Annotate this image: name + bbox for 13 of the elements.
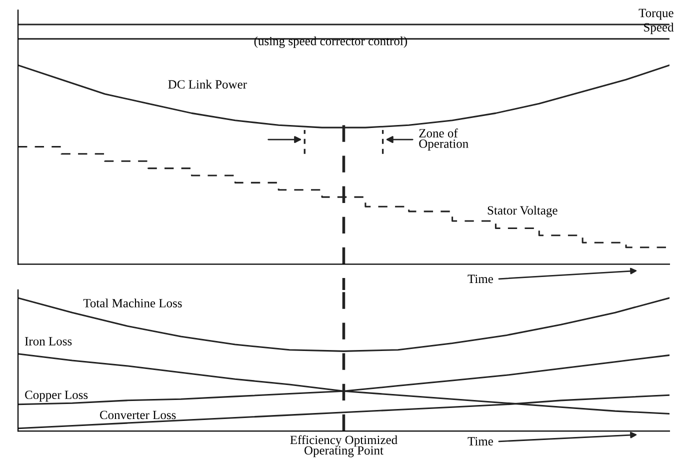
series-label: DC Link Power xyxy=(168,80,247,89)
series-label: Stator Voltage xyxy=(488,206,558,218)
x-axis-title: Time xyxy=(468,274,494,284)
series-label: Total Machine Loss xyxy=(83,298,182,308)
series-label: Torque xyxy=(638,8,674,20)
series-label: Iron Loss xyxy=(24,337,72,346)
text: Efficiency Optimized Operating Point xyxy=(290,435,398,458)
annotation: Zone of Operation xyxy=(419,128,468,150)
x-axis-title: Time xyxy=(468,437,494,446)
series-label: Converter Loss xyxy=(100,410,176,420)
annotation: (using speed corrector control) xyxy=(254,36,408,48)
series-label: Speed xyxy=(644,22,674,34)
series-label: Copper Loss xyxy=(25,390,88,402)
